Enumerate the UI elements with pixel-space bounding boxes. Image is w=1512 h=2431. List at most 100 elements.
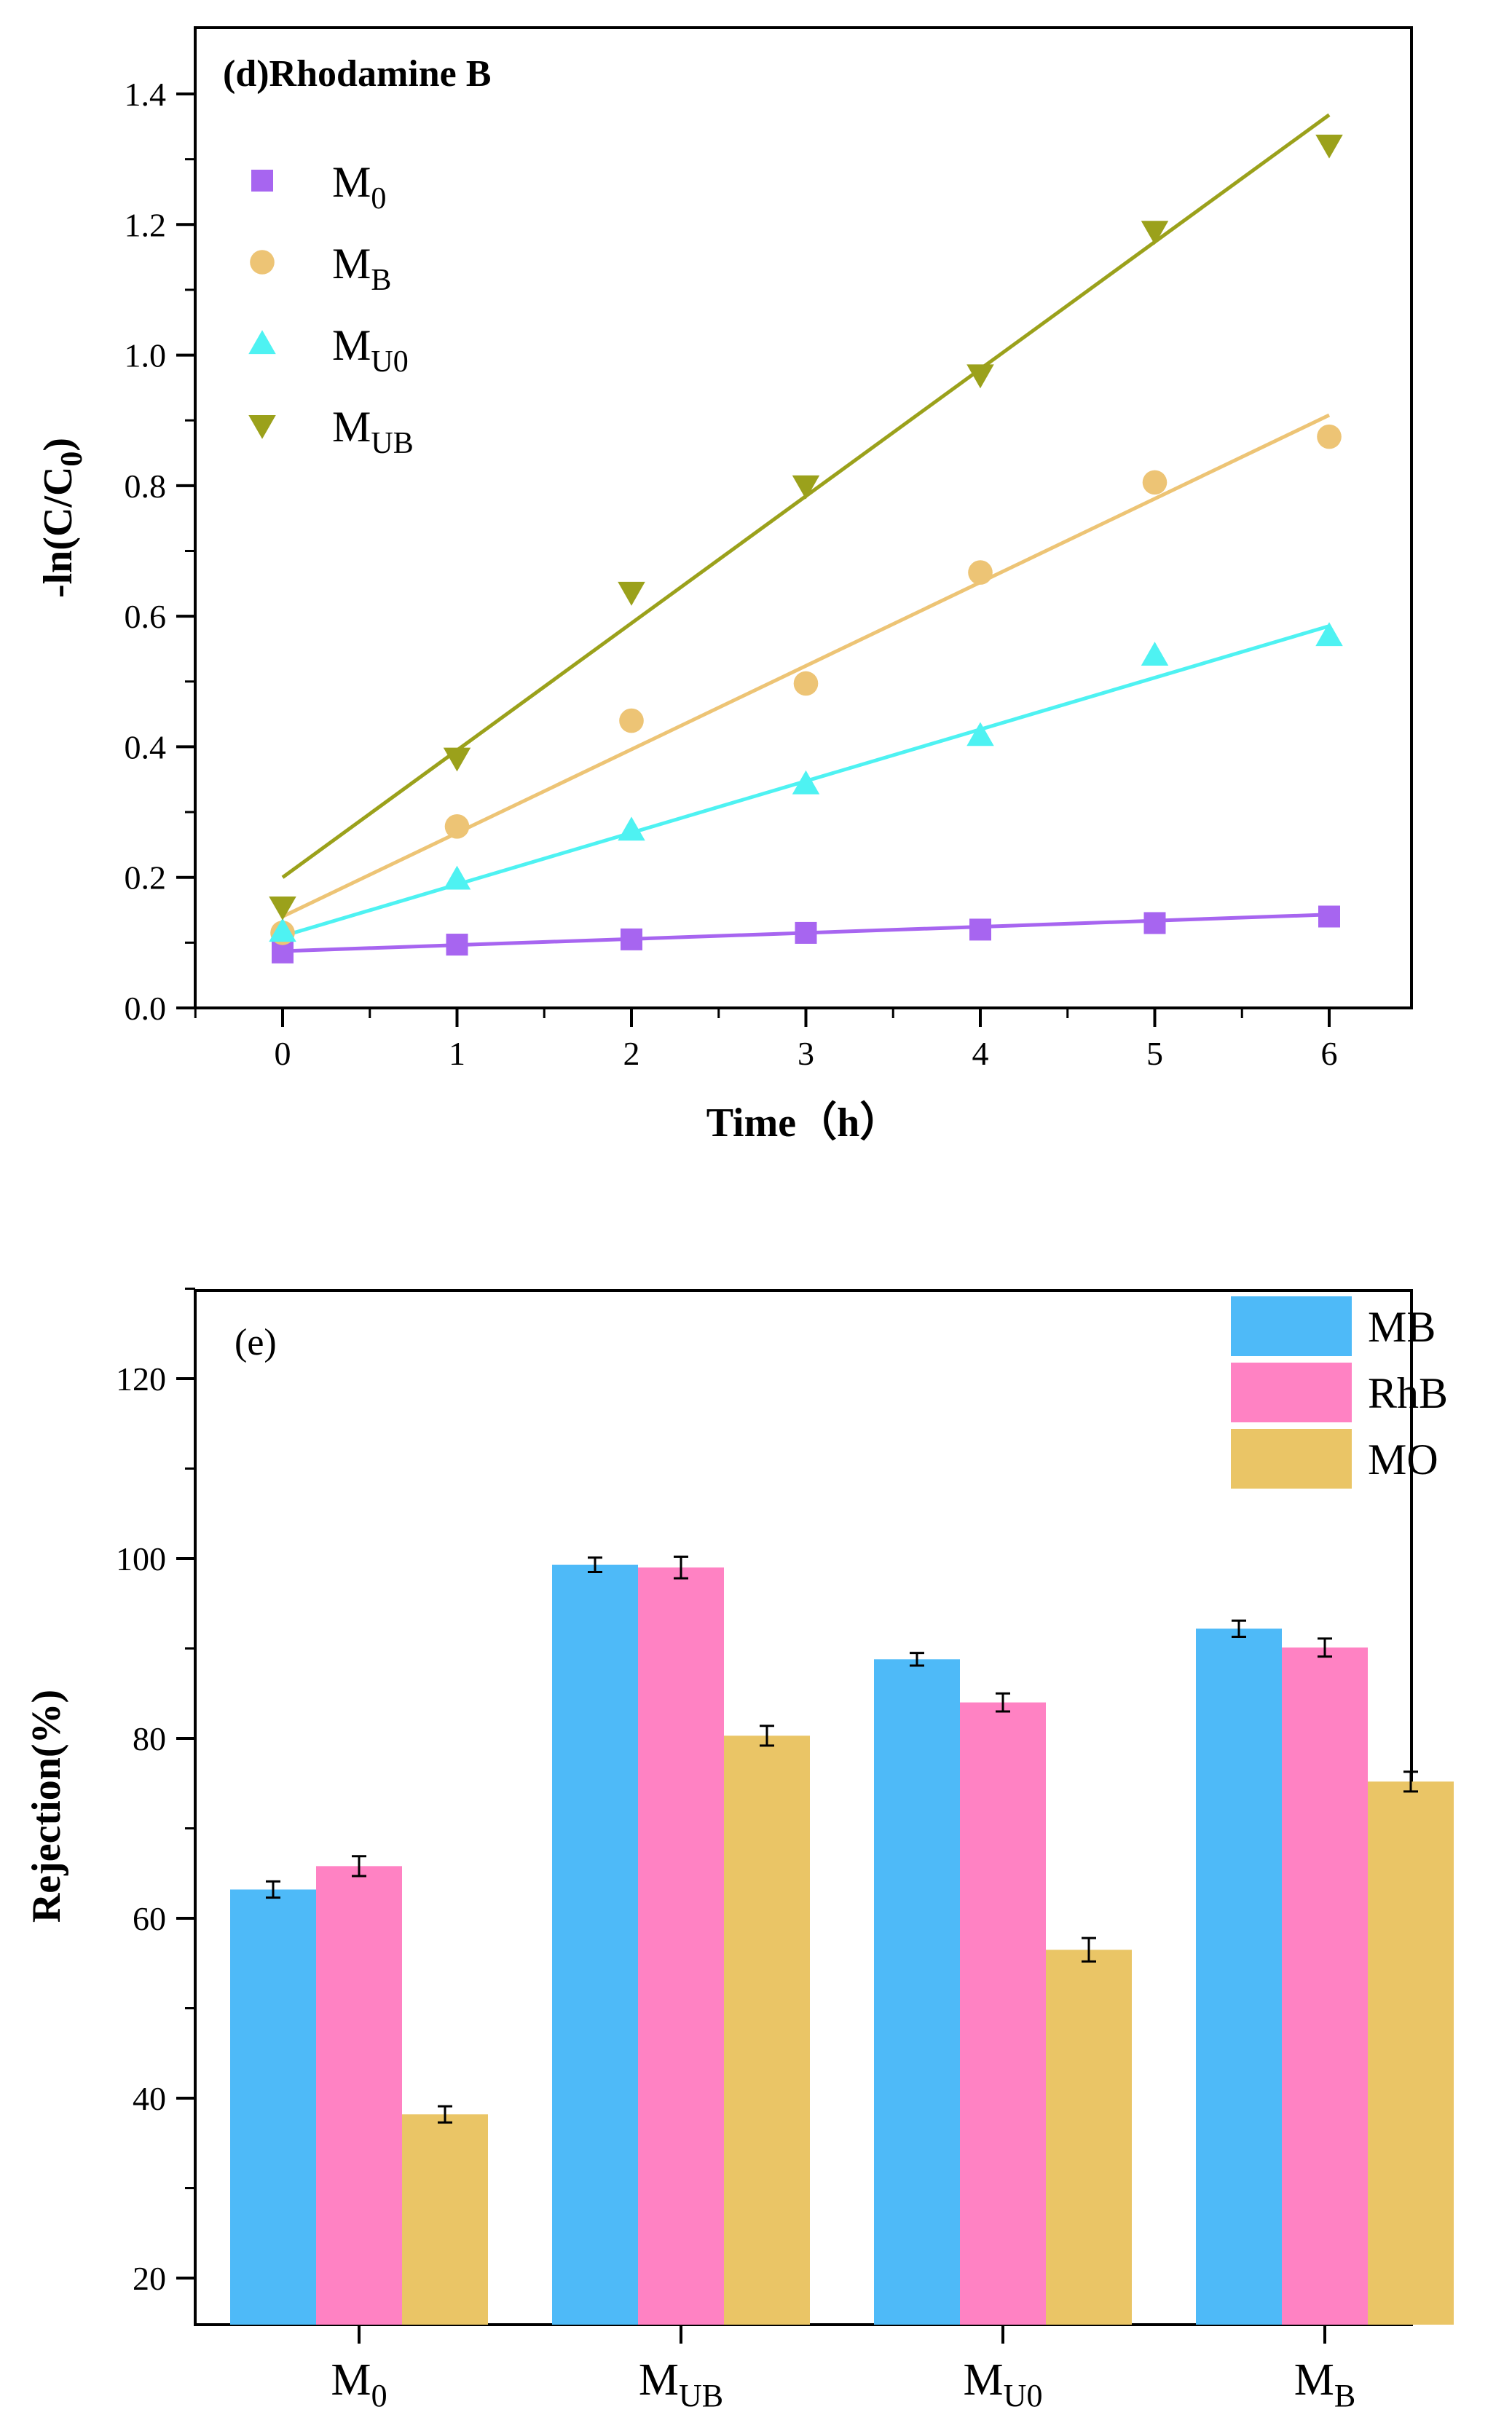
- x-tick-label: 6: [1321, 1035, 1338, 1072]
- category-label-MB: MB: [1294, 2355, 1356, 2414]
- x-tick-label: 1: [449, 1035, 465, 1072]
- bar-RhB-M0: [316, 1866, 402, 2325]
- data-point-MB-5: [1142, 470, 1168, 495]
- y-tick-label: 0.4: [125, 728, 167, 765]
- panel-d-y-axis-title-main: -ln(C/C: [36, 467, 81, 598]
- data-point-MU0-6: [1315, 622, 1343, 647]
- data-point-MUB-2: [618, 581, 645, 606]
- x-tick-label: 3: [798, 1035, 814, 1072]
- x-tick-label: 4: [972, 1035, 989, 1072]
- legend-label-MU0-main: M: [332, 321, 371, 369]
- panel-e-bars: [230, 1556, 1454, 2325]
- legend-label-MUB-main: M: [332, 403, 371, 451]
- legend-swatch-MB: [1231, 1296, 1352, 1356]
- legend-label-MB: MB: [1368, 1303, 1436, 1351]
- legend-marker-MB: [250, 250, 275, 275]
- x-tick-label: 0: [275, 1035, 291, 1072]
- data-point-MUB-1: [443, 747, 471, 772]
- y-tick-label: 120: [116, 1360, 166, 1398]
- bar-RhB-MB: [1282, 1647, 1368, 2325]
- legend-label-MU0-sub: U0: [371, 345, 408, 379]
- data-point-MU0-0: [269, 918, 296, 942]
- data-point-MB-6: [1317, 424, 1342, 449]
- legend-label-M0-sub: 0: [371, 182, 386, 216]
- y-tick-label: 1.4: [125, 76, 167, 113]
- data-point-MUB-6: [1315, 134, 1343, 159]
- legend-label-MUB: MUB: [332, 403, 414, 460]
- panel-d-y-axis-title-sub: 0: [55, 452, 89, 467]
- panel-d-y-axis-title-tail: ): [36, 438, 81, 452]
- legend-label-MU0: MU0: [332, 321, 409, 379]
- legend-swatch-RhB: [1231, 1363, 1352, 1422]
- category-label-MU0-main: M: [964, 2355, 1004, 2405]
- data-point-M0-6: [1318, 905, 1340, 928]
- panel-d-plot-frame: [194, 26, 1413, 1009]
- category-label-MB-sub: B: [1334, 2378, 1355, 2414]
- legend-label-MB-main: M: [332, 240, 371, 288]
- data-point-MB-3: [793, 671, 819, 696]
- panel-d-data-points: [269, 134, 1343, 964]
- legend-label-RhB: RhB: [1368, 1369, 1448, 1417]
- bar-MB-MUB: [552, 1564, 638, 2325]
- category-label-M0: M0: [331, 2355, 387, 2414]
- y-tick-label: 0.2: [125, 859, 167, 897]
- panel-d-fit-lines: [281, 113, 1331, 953]
- legend-marker-MU0: [248, 330, 276, 355]
- bar-MB-MU0: [874, 1659, 960, 2325]
- bar-MB-MB: [1196, 1628, 1282, 2325]
- data-point-MU0-5: [1141, 642, 1169, 666]
- data-point-MUB-0: [269, 896, 296, 921]
- panel-d-chart: (d)Rhodamine B 0.00.20.40.60.81.01.21.40…: [36, 26, 1413, 1146]
- legend-swatch-MO: [1231, 1429, 1352, 1489]
- data-point-MUB-5: [1141, 221, 1169, 245]
- y-tick-label: 80: [133, 1720, 166, 1757]
- legend-label-MO: MO: [1368, 1435, 1438, 1484]
- y-tick-label: 60: [133, 1900, 166, 1937]
- panel-e-y-axis-title: Rejection(%): [24, 1690, 69, 1923]
- category-label-MUB: MUB: [639, 2355, 723, 2414]
- data-point-M0-1: [446, 934, 468, 956]
- data-point-M0-4: [969, 918, 991, 941]
- panel-d-axis-ticks: 0.0 0.2 0.4 0.6 0.8 1.0 1.2 1.4 0 1 2 3 4 5 6: [125, 76, 1338, 1072]
- legend-label-M0-main: M: [332, 158, 371, 206]
- panel-e-axis-ticks: 20 40 60 80 100 120: [116, 1288, 1326, 2344]
- data-point-MUB-3: [792, 475, 820, 500]
- panel-e-category-labels: M0 MUB MU0 MB: [331, 2355, 1355, 2414]
- y-tick-label: 40: [133, 2080, 166, 2117]
- category-label-MUB-main: M: [639, 2355, 679, 2405]
- category-label-MU0: MU0: [964, 2355, 1043, 2414]
- bar-MO-MUB: [724, 1735, 810, 2325]
- bar-MO-MU0: [1046, 1950, 1132, 2325]
- legend-marker-MUB: [248, 414, 276, 439]
- data-point-MU0-4: [966, 722, 994, 746]
- bar-MO-MB: [1368, 1781, 1454, 2325]
- category-label-MUB-sub: UB: [679, 2378, 723, 2414]
- x-tick-label: 5: [1146, 1035, 1163, 1072]
- category-label-MB-main: M: [1294, 2355, 1334, 2405]
- data-point-MU0-1: [443, 865, 471, 890]
- panel-e-legend: MB RhB MO: [1231, 1296, 1448, 1489]
- y-tick-label: 20: [133, 2260, 166, 2297]
- legend-label-MB-sub: B: [371, 264, 391, 297]
- y-tick-label: 0.0: [125, 990, 167, 1027]
- bar-RhB-MUB: [638, 1567, 724, 2325]
- data-point-MB-2: [619, 708, 644, 733]
- bar-MO-M0: [402, 2114, 488, 2325]
- panel-d-title: (d)Rhodamine B: [223, 53, 491, 95]
- panel-d-x-axis-title: Time（h）: [706, 1100, 901, 1146]
- legend-marker-M0: [251, 170, 273, 192]
- legend-label-M0: M0: [332, 158, 386, 216]
- data-point-M0-0: [272, 941, 294, 964]
- y-tick-label: 0.8: [125, 468, 167, 505]
- category-label-MU0-sub: U0: [1004, 2378, 1043, 2414]
- y-tick-label: 1.2: [125, 206, 167, 243]
- category-label-M0-main: M: [331, 2355, 371, 2405]
- bar-RhB-MU0: [960, 1702, 1046, 2325]
- x-tick-label: 2: [623, 1035, 640, 1072]
- category-label-M0-sub: 0: [371, 2378, 387, 2414]
- data-point-MU0-2: [618, 816, 645, 841]
- data-point-M0-5: [1143, 912, 1166, 934]
